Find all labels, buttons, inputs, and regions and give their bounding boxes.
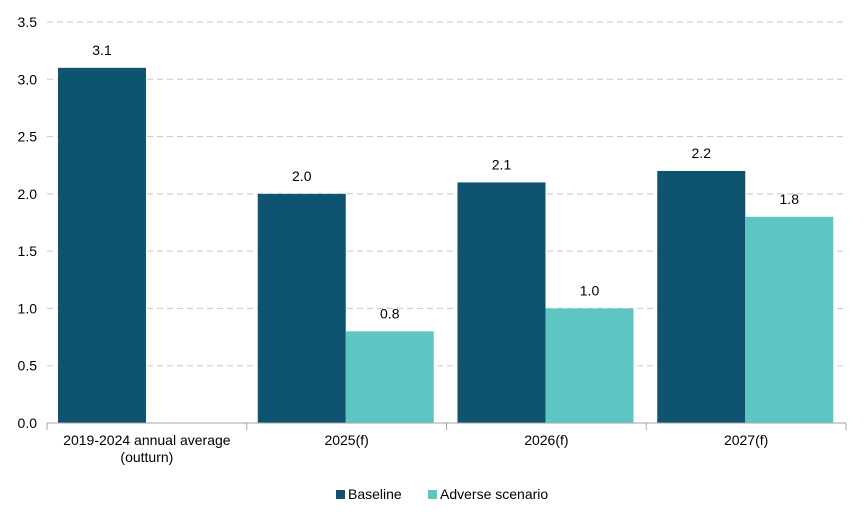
- y-tick-label: 3.5: [18, 14, 38, 30]
- bar-adverse: [545, 308, 634, 423]
- bar-baseline: [457, 182, 546, 423]
- bar-adverse: [345, 331, 434, 423]
- x-category-label: 2019-2024 annual average (outturn): [63, 432, 231, 465]
- x-axis: 2019-2024 annual average (outturn) 2025(f)…: [46, 422, 847, 465]
- data-label: 2.0: [292, 168, 312, 184]
- y-tick-label: 3.0: [18, 71, 38, 87]
- y-tick-label: 0.0: [18, 415, 38, 431]
- legend: Baseline Adverse scenario: [336, 486, 548, 502]
- data-labels: 3.1 2.0 2.1 2.2 0.8 1.0 1.8: [92, 42, 799, 322]
- bars: [58, 67, 834, 423]
- y-axis: 0.0 0.5 1.0 1.5 2.0 2.5 3.0 3.5: [18, 14, 38, 431]
- x-category-label: 2025(f): [324, 432, 368, 448]
- y-tick-label: 0.5: [18, 358, 38, 374]
- legend-swatch: [336, 490, 345, 499]
- y-tick-label: 2.5: [18, 129, 38, 145]
- data-label: 2.2: [692, 145, 712, 161]
- y-tick-label: 1.0: [18, 300, 38, 316]
- bar-adverse: [745, 216, 834, 423]
- data-label: 0.8: [380, 305, 400, 321]
- bar-baseline: [657, 170, 746, 423]
- data-label: 3.1: [92, 42, 112, 58]
- data-label: 1.0: [580, 282, 600, 298]
- legend-label: Baseline: [348, 486, 402, 502]
- x-category-label: 2026(f): [524, 432, 568, 448]
- legend-swatch: [428, 490, 437, 499]
- bar-baseline: [257, 193, 346, 423]
- y-tick-label: 1.5: [18, 243, 38, 259]
- data-label: 2.1: [492, 156, 512, 172]
- bar-baseline: [58, 67, 146, 423]
- data-label: 1.8: [780, 191, 800, 207]
- legend-label: Adverse scenario: [440, 486, 548, 502]
- y-tick-label: 2.0: [18, 186, 38, 202]
- x-category-label: 2027(f): [724, 432, 768, 448]
